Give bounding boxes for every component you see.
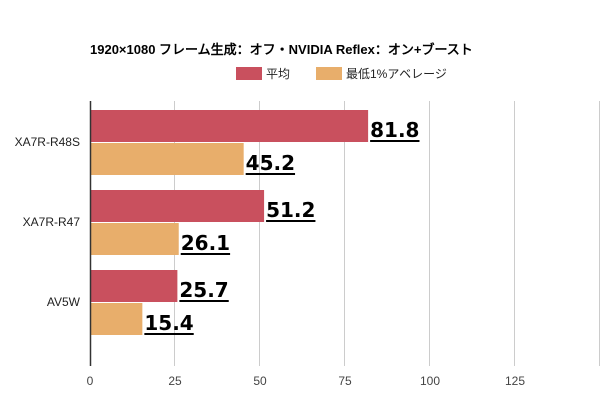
chart-title: 1920×1080 フレーム生成：オフ・NVIDIA Reflex：オン+ブース… xyxy=(90,42,473,57)
data-label-1-0: 45.2 xyxy=(246,151,295,175)
legend-swatch-0 xyxy=(236,67,262,80)
data-label-1-2: 15.4 xyxy=(144,311,193,335)
data-label-0-1: 51.2 xyxy=(266,198,315,222)
bars xyxy=(90,110,369,335)
labels: 81.8 45.2 51.2 26.1 25.7 15.4 xyxy=(144,118,420,335)
category-label-1: XA7R-R47 xyxy=(23,215,81,229)
x-tick-label-75: 75 xyxy=(338,374,352,388)
x-tick-label-0: 0 xyxy=(87,374,94,388)
legend-label-0: 平均 xyxy=(266,67,290,81)
category-label-0: XA7R-R48S xyxy=(15,135,80,149)
data-label-0-2: 25.7 xyxy=(179,278,228,302)
data-label-1-1: 26.1 xyxy=(181,231,230,255)
bar-1-0 xyxy=(90,143,244,175)
bar-0-1 xyxy=(90,190,265,222)
x-tick-label-125: 125 xyxy=(505,374,525,388)
bar-0-0 xyxy=(90,110,369,142)
legend-label-1: 最低1%アベレージ xyxy=(346,67,447,81)
x-tick-label-100: 100 xyxy=(420,374,440,388)
bar-1-1 xyxy=(90,223,179,255)
legend: 平均 最低1%アベレージ xyxy=(236,67,447,81)
axis: 0 25 50 75 100 125 XA7R-R48S XA7R-R47 AV5W xyxy=(15,101,525,388)
bar-0-2 xyxy=(90,270,178,302)
bar-1-2 xyxy=(90,303,143,335)
category-label-2: AV5W xyxy=(47,295,81,309)
x-tick-label-50: 50 xyxy=(253,374,267,388)
data-label-0-0: 81.8 xyxy=(370,118,419,142)
legend-swatch-1 xyxy=(316,67,342,80)
x-tick-label-25: 25 xyxy=(168,374,182,388)
